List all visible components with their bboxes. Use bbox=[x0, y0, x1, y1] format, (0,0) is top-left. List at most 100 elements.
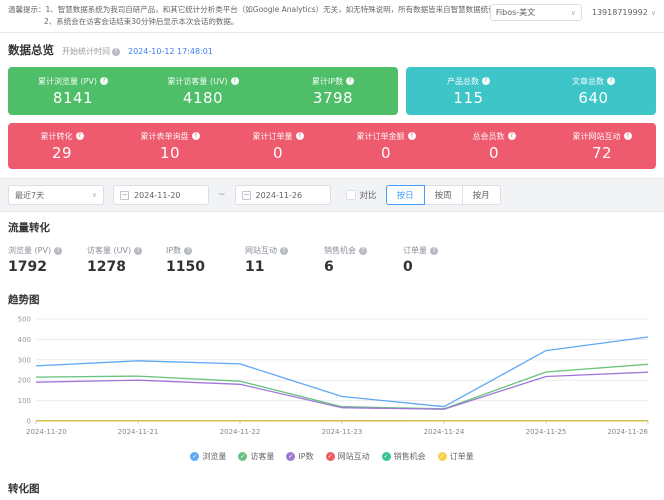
stat-pv-total: 累计浏览量 (PV) ? 8141 bbox=[8, 76, 138, 107]
legend-check-icon: ✓ bbox=[381, 452, 391, 462]
stat-value: 3798 bbox=[312, 88, 354, 107]
stat-value: 0 bbox=[380, 143, 392, 162]
site-select[interactable]: Fibos-美文 ∨ bbox=[489, 4, 582, 21]
metric-pv: 浏览量 (PV) ? 1792 bbox=[8, 245, 87, 275]
help-icon[interactable]: ? bbox=[507, 132, 516, 141]
stat-label-text: 累计表单询盘 bbox=[140, 131, 189, 141]
granularity-daily-button[interactable]: 按日 bbox=[385, 185, 425, 206]
y-axis-tick-label: 500 bbox=[18, 316, 31, 324]
date-to-input[interactable]: 2024-11-26 bbox=[234, 185, 331, 206]
chevron-down-icon: ∨ bbox=[650, 8, 656, 17]
stat-article-total: 文章总数 ? 640 bbox=[531, 76, 656, 107]
metric-value: 11 bbox=[245, 259, 265, 276]
metric-label-text: IP数 bbox=[166, 246, 182, 256]
stat-label: 累计网站互动 ? bbox=[573, 131, 632, 142]
help-icon[interactable]: ? bbox=[134, 246, 143, 255]
stat-product-total: 产品总数 ? 115 bbox=[406, 76, 531, 107]
help-icon[interactable]: ? bbox=[359, 246, 367, 255]
help-icon[interactable]: ? bbox=[407, 132, 416, 141]
metric-label: 销售机会 ? bbox=[324, 245, 403, 256]
date-to-value: 2024-11-26 bbox=[255, 190, 303, 200]
metric-label: 订单量 ? bbox=[403, 245, 482, 256]
trend-line-2 bbox=[35, 371, 649, 411]
stat-label-text: 累计浏览量 (PV) bbox=[37, 76, 98, 86]
stat-form-inquiry-total: 累计表单询盘 ? 10 bbox=[116, 131, 224, 162]
legend-item[interactable]: ✓ IP数 bbox=[286, 451, 314, 462]
stat-value: 29 bbox=[51, 143, 73, 162]
help-icon[interactable]: ? bbox=[607, 77, 615, 86]
legend-item[interactable]: ✓ 销售机会 bbox=[381, 451, 426, 462]
stat-label-text: 文章总数 bbox=[572, 76, 604, 86]
granularity-button-group: 按日 按周 按月 bbox=[385, 185, 501, 206]
help-icon[interactable]: ? bbox=[54, 246, 63, 255]
trend-line-1 bbox=[35, 363, 649, 410]
date-range-select[interactable]: 最近7天 ∨ bbox=[8, 185, 104, 206]
conversion-section-title: 转化图 bbox=[8, 483, 40, 496]
x-axis-tick-label: 2024-11-20 bbox=[26, 428, 67, 436]
compare-checkbox[interactable] bbox=[345, 190, 356, 201]
trend-section-title: 趋势图 bbox=[8, 294, 40, 307]
legend-item[interactable]: ✓ 访客量 bbox=[238, 451, 274, 462]
legend-check-icon: ✓ bbox=[286, 452, 296, 462]
metric-ip: IP数 ? 1150 bbox=[166, 245, 245, 275]
legend-label: 销售机会 bbox=[393, 452, 426, 462]
stat-label-text: 累计网站互动 bbox=[572, 131, 621, 141]
stat-value: 640 bbox=[578, 88, 609, 107]
help-icon[interactable]: ? bbox=[184, 246, 193, 255]
stat-label: 累计浏览量 (PV) ? bbox=[37, 76, 109, 87]
metric-value: 1792 bbox=[8, 259, 47, 276]
stat-label-text: 总会员数 bbox=[472, 131, 505, 141]
legend-check-icon: ✓ bbox=[238, 452, 248, 462]
metric-label-text: 网站互动 bbox=[245, 246, 277, 256]
legend-item[interactable]: ✓ 订单量 bbox=[437, 451, 474, 462]
stat-label-text: 累计订单量 bbox=[252, 131, 293, 141]
legend-item[interactable]: ✓ 浏览量 bbox=[190, 451, 226, 462]
compare-toggle[interactable]: 对比 bbox=[345, 189, 377, 201]
help-icon[interactable]: ? bbox=[191, 132, 200, 141]
trend-chart-panel: 趋势图 0 100 200 300 400 500 2024-11-20 2024-11-21… bbox=[0, 285, 664, 473]
date-range-select-value: 最近7天 bbox=[15, 190, 45, 200]
disclaimer-line-1: 温馨提示：1、智慧数据系统为我司自研产品，和其它统计分析类平台（如Google … bbox=[8, 5, 534, 14]
legend-label: 浏览量 bbox=[202, 452, 227, 462]
stat-label-text: 累计订单金额 bbox=[356, 131, 405, 141]
date-from-input[interactable]: 2024-11-20 bbox=[113, 185, 209, 206]
traffic-metrics-row: 浏览量 (PV) ? 1792 访客量 (UV) ? 1278 IP数 ? 11… bbox=[8, 245, 486, 275]
legend-check-icon: ✓ bbox=[190, 452, 200, 462]
help-icon[interactable]: ? bbox=[112, 47, 120, 56]
help-icon[interactable]: ? bbox=[295, 132, 304, 141]
stat-value: 115 bbox=[453, 88, 484, 107]
traffic-conversion-panel: 流量转化 浏览量 (PV) ? 1792 访客量 (UV) ? 1278 IP数 bbox=[0, 212, 664, 286]
y-axis-tick-label: 0 bbox=[27, 418, 31, 426]
stat-label: 总会员数 ? bbox=[473, 131, 516, 142]
legend-check-icon: ✓ bbox=[437, 452, 447, 462]
stat-label: 累计订单金额 ? bbox=[357, 131, 416, 142]
stat-cards-row: 累计浏览量 (PV) ? 8141 累计访客量 (UV) ? 4180 累计IP… bbox=[8, 67, 656, 116]
legend-item[interactable]: ✓ 网站互动 bbox=[325, 451, 370, 462]
page-title: 数据总览 bbox=[8, 43, 54, 58]
green-stats-card: 累计浏览量 (PV) ? 8141 累计访客量 (UV) ? 4180 累计IP… bbox=[8, 67, 398, 116]
trend-line-0 bbox=[35, 336, 649, 408]
legend-label: 访客量 bbox=[250, 452, 275, 462]
help-icon[interactable]: ? bbox=[230, 77, 239, 86]
help-icon[interactable]: ? bbox=[100, 77, 109, 86]
granularity-monthly-button[interactable]: 按月 bbox=[461, 185, 501, 206]
help-icon[interactable]: ? bbox=[75, 132, 84, 141]
help-icon[interactable]: ? bbox=[482, 77, 490, 86]
top-controls: Fibos-美文 ∨ 13918719992 ∨ bbox=[489, 4, 656, 21]
metric-value: 6 bbox=[324, 259, 334, 276]
metric-sales-lead: 销售机会 ? 6 bbox=[324, 245, 403, 275]
trend-legend: ✓ 浏览量 ✓ 访客量 ✓ IP数 ✓ 网站互动 ✓ 销售机会 ✓ 订单量 bbox=[8, 451, 656, 462]
account-menu[interactable]: 13918719992 ∨ bbox=[592, 8, 656, 17]
x-axis-tick-label: 2024-11-21 bbox=[118, 428, 159, 436]
stat-member-total: 总会员数 ? 0 bbox=[440, 131, 548, 162]
granularity-weekly-button[interactable]: 按周 bbox=[423, 185, 463, 206]
help-icon[interactable]: ? bbox=[346, 77, 355, 86]
help-icon[interactable]: ? bbox=[280, 246, 288, 255]
stat-label-text: 累计访客量 (UV) bbox=[167, 76, 228, 86]
metric-value: 1150 bbox=[166, 259, 205, 276]
stat-label: 文章总数 ? bbox=[572, 76, 615, 87]
metric-label: 访客量 (UV) ? bbox=[87, 245, 166, 256]
top-disclaimer-bar: 温馨提示：1、智慧数据系统为我司自研产品，和其它统计分析类平台（如Google … bbox=[0, 0, 664, 34]
help-icon[interactable]: ? bbox=[430, 246, 438, 255]
help-icon[interactable]: ? bbox=[623, 132, 632, 141]
